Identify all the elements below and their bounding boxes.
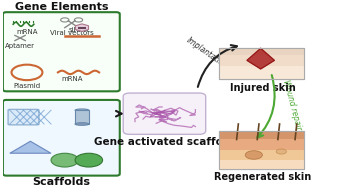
Text: Viral vectors: Viral vectors [50,30,94,36]
FancyBboxPatch shape [220,131,304,169]
Text: Gene activated scaffold: Gene activated scaffold [94,137,235,147]
Circle shape [276,149,286,154]
Ellipse shape [75,123,89,125]
Text: mRNA: mRNA [61,76,82,82]
FancyBboxPatch shape [123,93,206,134]
Text: Regenerated skin: Regenerated skin [214,172,311,182]
Text: mRNA: mRNA [17,29,38,35]
Text: siRNA: siRNA [68,27,89,33]
Text: Injured skin: Injured skin [230,83,295,93]
Circle shape [75,153,103,167]
Ellipse shape [75,109,89,112]
Polygon shape [247,48,275,69]
Bar [220,55,304,66]
Bar [220,48,304,55]
Text: Plasmid: Plasmid [14,83,40,89]
Bar [220,66,304,79]
Bar [220,150,304,160]
Circle shape [245,151,262,159]
Bar [220,131,304,139]
Bar [220,160,304,169]
Polygon shape [76,24,88,31]
FancyBboxPatch shape [3,100,120,176]
Bar [220,139,304,150]
Text: Wound repair: Wound repair [280,79,303,131]
Text: Implantation: Implantation [185,36,230,71]
Text: Gene Elements: Gene Elements [15,2,108,12]
FancyBboxPatch shape [8,109,39,125]
FancyBboxPatch shape [3,12,120,91]
Text: Aptamer: Aptamer [5,43,35,49]
Bar [75,110,89,124]
Text: Scaffolds: Scaffolds [32,177,90,187]
FancyBboxPatch shape [220,48,304,79]
Polygon shape [10,141,51,153]
Circle shape [51,153,79,167]
